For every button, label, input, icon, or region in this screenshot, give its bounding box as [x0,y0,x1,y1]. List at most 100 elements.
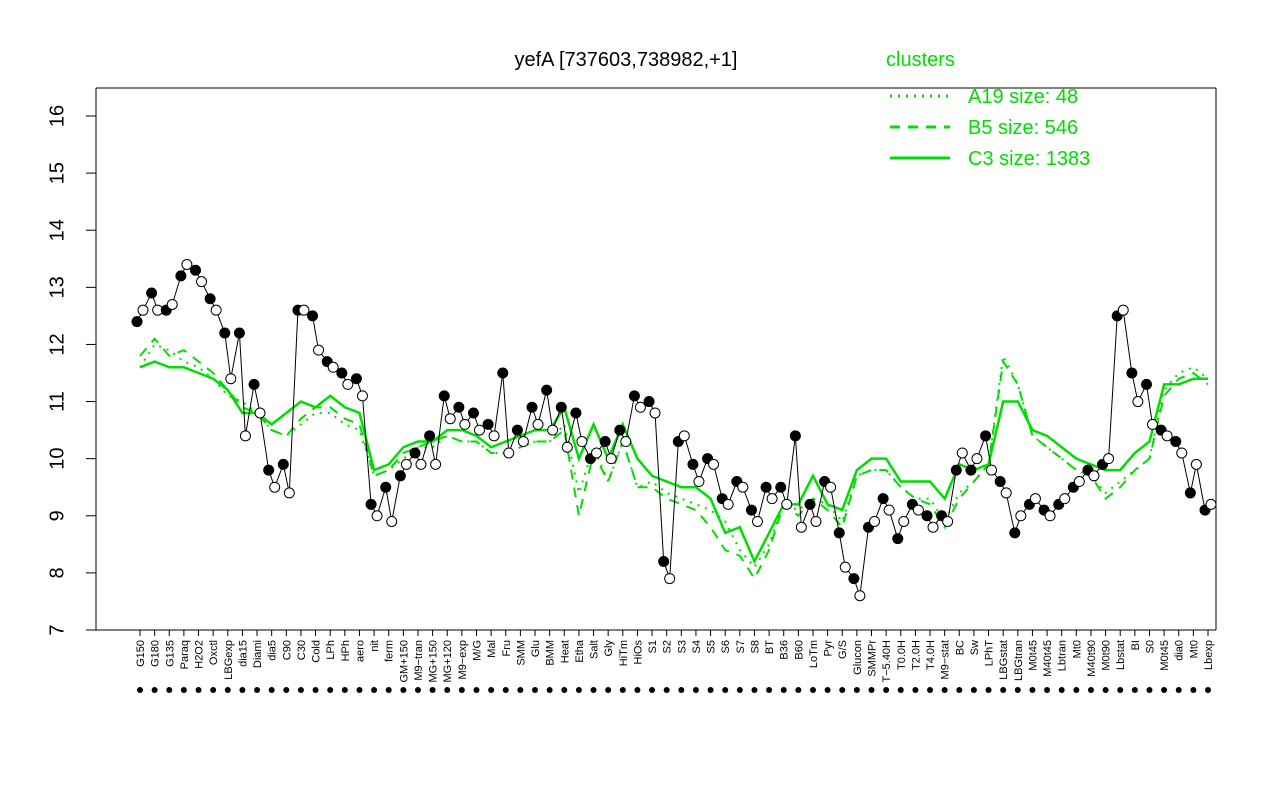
x-tick-label: Pyr [823,640,835,657]
x-group-marker [371,687,378,693]
x-group-marker [180,687,187,693]
x-group-marker [795,687,802,693]
x-group-marker [927,687,934,693]
x-tick-label: Gly [603,640,615,657]
x-tick-label: Glucon [852,640,864,675]
observation-point [751,515,763,527]
x-tick-label: Lbtran [1057,640,1069,671]
x-group-marker [1117,687,1124,693]
x-tick-label: T4.0H [925,640,937,670]
observation-point [248,378,260,390]
x-group-marker [970,687,977,693]
observation-point [196,276,208,288]
observation-point [356,390,368,402]
x-tick-label: Diami [252,640,264,668]
x-tick-label: B36 [779,640,791,660]
observation-point [687,458,699,470]
observation-point [1184,487,1196,499]
x-tick-label: T2.0H [910,640,922,670]
observation-point [649,407,661,419]
x-group-marker [1029,687,1036,693]
observation-point [643,396,655,408]
y-tick-label: 7 [46,624,68,635]
observation-point [181,258,193,270]
observation-point [892,533,904,545]
observation-point [1103,453,1115,465]
observation-point [708,458,720,470]
x-tick-label: Lbstat [1115,640,1127,670]
x-tick-label: LBGtran [1013,640,1025,681]
x-group-marker [575,687,582,693]
observation-point [400,458,412,470]
x-group-marker [137,687,143,693]
observation-point [994,476,1006,488]
x-group-marker [561,687,568,693]
observation-point [365,498,377,510]
x-group-marker [736,687,743,693]
observation-point [760,481,772,493]
observation-point [1161,430,1173,442]
x-group-marker [1205,687,1211,693]
x-tick-label: Mt0 [1071,640,1083,658]
x-group-marker [766,687,773,693]
x-tick-label: GM+150 [398,640,410,683]
x-tick-label: T−5.40H [881,640,893,683]
observation-point [327,361,339,373]
observation-point [1140,378,1152,390]
legend: clusters A19 size: 48 B5 size: 546 C3 size… [886,49,1090,170]
y-tick-label: 14 [46,219,68,241]
observation-point [1170,436,1182,448]
x-tick-label: dia5 [267,640,279,661]
x-tick-label: ferm [384,640,396,662]
observation-point [737,481,749,493]
x-tick-label: S1 [647,640,659,653]
observation-point [386,515,398,527]
observation-point [1000,487,1012,499]
x-group-marker [1175,687,1182,693]
x-group-marker [532,687,539,693]
x-group-marker [663,687,670,693]
observation-point [942,515,954,527]
observation-point [459,418,471,430]
y-tick-label: 8 [46,567,68,578]
observation-point [298,304,310,316]
x-group-marker [1014,687,1021,693]
x-tick-label: SMM [515,640,527,666]
observation-point [883,504,895,516]
observation-point [570,407,582,419]
observation-point [342,378,354,390]
x-tick-label: HPh [340,640,352,661]
y-tick-label: 12 [46,333,68,355]
x-group-marker [1087,687,1094,693]
x-tick-label: LPhT [984,640,996,667]
observation-point [131,316,143,328]
observation-point [350,373,362,385]
observation-point [444,413,456,425]
x-group-marker [239,687,246,693]
observation-point [869,515,881,527]
x-tick-label: M40t90 [1086,640,1098,677]
observation-point [848,573,860,585]
observation-point [605,453,617,465]
observation-point [254,407,266,419]
observation-point [467,407,479,419]
x-tick-label: Heat [559,640,571,663]
x-group-marker [1161,687,1168,693]
observation-point [745,504,757,516]
x-group-marker [414,687,421,693]
observation-point [599,436,611,448]
x-tick-label: G/S [837,640,849,659]
x-group-marker [809,687,816,693]
observation-point [795,521,807,533]
x-group-marker [824,687,831,693]
x-tick-label: BMM [545,640,557,666]
cluster-line-dotted [139,343,1209,569]
x-tick-label: LPh [325,640,337,660]
x-group-marker [356,687,363,693]
x-group-marker [502,687,509,693]
x-tick-label: dia0 [1174,640,1186,661]
x-group-marker [488,687,495,693]
observation-point [1117,304,1129,316]
observation-point [927,521,939,533]
x-tick-label: BI [1130,640,1142,650]
